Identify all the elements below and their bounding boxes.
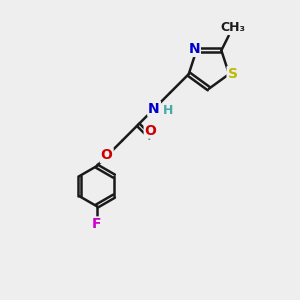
Text: H: H bbox=[163, 104, 173, 117]
Text: N: N bbox=[148, 102, 160, 116]
Text: S: S bbox=[228, 67, 238, 81]
Text: O: O bbox=[145, 124, 157, 138]
Text: N: N bbox=[188, 42, 200, 56]
Text: O: O bbox=[101, 148, 112, 162]
Text: CH₃: CH₃ bbox=[220, 21, 246, 34]
Text: F: F bbox=[92, 218, 101, 231]
